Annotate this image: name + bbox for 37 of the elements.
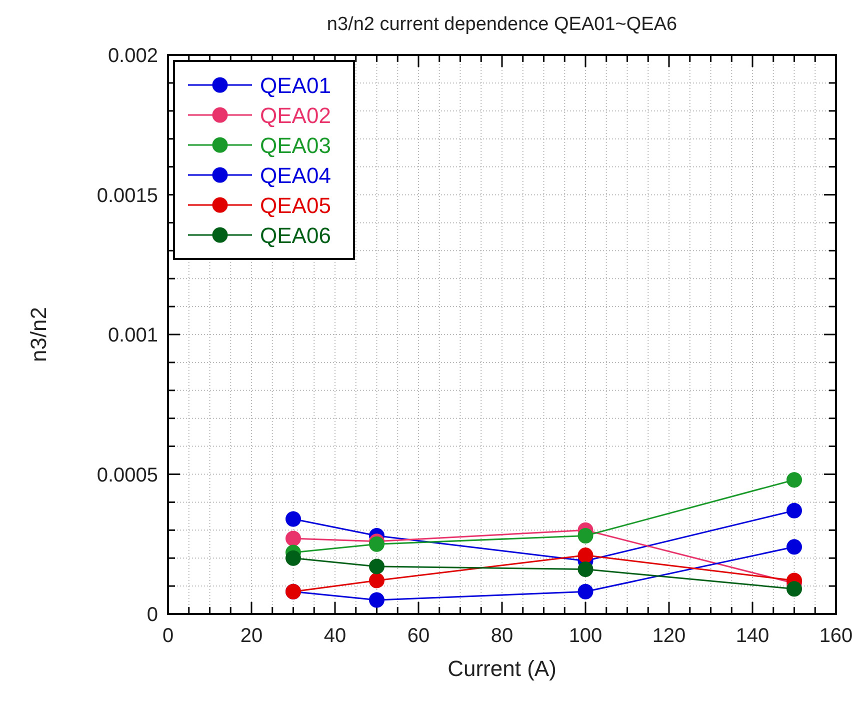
y-axis-title: n3/n2 — [26, 306, 51, 362]
x-tick-label: 140 — [736, 625, 770, 647]
legend-label: QEA04 — [260, 163, 331, 188]
y-tick-label: 0.002 — [108, 45, 158, 67]
x-axis-title: Current (A) — [448, 656, 556, 681]
y-tick-label: 0.0005 — [96, 464, 158, 486]
legend-label: QEA03 — [260, 133, 331, 158]
y-tick-label: 0.001 — [108, 324, 158, 346]
point — [578, 548, 594, 564]
point — [786, 502, 802, 518]
x-tick-label: 100 — [568, 625, 602, 647]
point — [578, 562, 594, 578]
point — [369, 572, 384, 588]
point — [286, 550, 301, 566]
x-tick-label: 20 — [240, 625, 263, 647]
y-tick-label: 0.0015 — [96, 184, 158, 207]
y-tick-label: 0 — [146, 604, 158, 626]
point — [286, 511, 301, 527]
point — [286, 530, 301, 546]
chart-title: n3/n2 current dependence QEA01~QEA6 — [326, 14, 678, 35]
legend-label: QEA01 — [260, 73, 331, 98]
legend-label: QEA05 — [260, 193, 331, 218]
x-tick-label: 160 — [819, 625, 853, 647]
point — [786, 472, 802, 488]
point — [786, 539, 802, 555]
point — [578, 528, 594, 544]
legend-label: QEA02 — [260, 103, 331, 128]
point — [786, 581, 802, 597]
point — [369, 558, 384, 574]
x-tick-label: 80 — [490, 625, 514, 647]
x-tick-label: 60 — [407, 625, 430, 647]
x-tick-label: 120 — [652, 625, 686, 647]
point — [578, 584, 594, 600]
x-tick-label: 40 — [324, 625, 346, 647]
point — [369, 592, 384, 608]
legend-label: QEA06 — [260, 223, 331, 248]
x-tick-label: 0 — [162, 625, 174, 647]
